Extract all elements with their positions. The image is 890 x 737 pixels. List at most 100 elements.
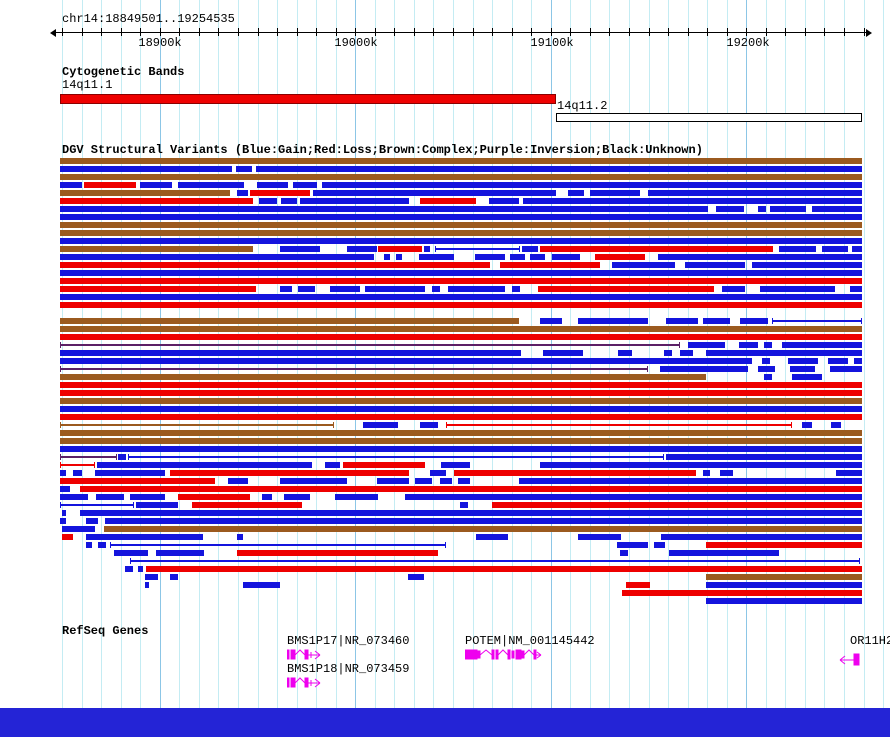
variant-segment[interactable] xyxy=(313,190,556,196)
variant-segment[interactable] xyxy=(62,510,66,516)
variant-segment[interactable] xyxy=(512,286,520,292)
variant-segment[interactable] xyxy=(703,318,730,324)
variant-segment[interactable] xyxy=(706,574,862,580)
variant-segment[interactable] xyxy=(620,550,628,556)
variant-segment[interactable] xyxy=(758,366,775,372)
variant-segment[interactable] xyxy=(510,254,525,260)
variant-segment[interactable] xyxy=(377,478,409,484)
variant-segment[interactable] xyxy=(60,414,862,420)
variant-segment[interactable] xyxy=(60,518,66,524)
variant-segment[interactable] xyxy=(415,478,432,484)
variant-segment[interactable] xyxy=(281,198,297,204)
variant-segment[interactable] xyxy=(740,318,768,324)
variant-segment[interactable] xyxy=(396,254,402,260)
variant-segment[interactable] xyxy=(706,582,862,588)
variant-segment[interactable] xyxy=(73,470,82,476)
variant-segment[interactable] xyxy=(84,182,136,188)
variant-segment[interactable] xyxy=(60,368,648,370)
variant-segment[interactable] xyxy=(60,478,215,484)
variant-segment[interactable] xyxy=(86,542,92,548)
variant-segment[interactable] xyxy=(752,262,862,268)
variant-segment[interactable] xyxy=(60,206,708,212)
variant-segment[interactable] xyxy=(772,320,862,322)
variant-segment[interactable] xyxy=(130,560,860,562)
variant-segment[interactable] xyxy=(114,550,148,556)
variant-segment[interactable] xyxy=(80,486,862,492)
variant-segment[interactable] xyxy=(60,350,521,356)
variant-segment[interactable] xyxy=(660,366,748,372)
variant-segment[interactable] xyxy=(454,470,696,476)
variant-segment[interactable] xyxy=(280,246,320,252)
variant-segment[interactable] xyxy=(60,214,862,220)
variant-segment[interactable] xyxy=(790,366,815,372)
variant-segment[interactable] xyxy=(138,566,143,572)
variant-segment[interactable] xyxy=(617,542,648,548)
variant-segment[interactable] xyxy=(322,182,862,188)
variant-segment[interactable] xyxy=(540,318,562,324)
variant-segment[interactable] xyxy=(666,454,862,460)
variant-segment[interactable] xyxy=(435,248,520,250)
variant-segment[interactable] xyxy=(500,262,600,268)
variant-segment[interactable] xyxy=(60,456,117,458)
variant-segment[interactable] xyxy=(419,254,454,260)
variant-segment[interactable] xyxy=(706,542,862,548)
variant-segment[interactable] xyxy=(156,550,204,556)
variant-segment[interactable] xyxy=(716,206,744,212)
variant-segment[interactable] xyxy=(523,198,862,204)
variant-segment[interactable] xyxy=(378,246,422,252)
variant-segment[interactable] xyxy=(578,318,648,324)
variant-segment[interactable] xyxy=(60,278,862,284)
variant-segment[interactable] xyxy=(228,478,248,484)
variant-segment[interactable] xyxy=(836,470,862,476)
gene-label[interactable]: OR11H2 xyxy=(850,634,890,648)
variant-segment[interactable] xyxy=(60,262,490,268)
variant-segment[interactable] xyxy=(540,246,773,252)
variant-segment[interactable] xyxy=(60,286,256,292)
variant-segment[interactable] xyxy=(262,494,272,500)
variant-segment[interactable] xyxy=(60,382,862,388)
variant-segment[interactable] xyxy=(178,494,250,500)
variant-segment[interactable] xyxy=(236,166,252,172)
variant-segment[interactable] xyxy=(125,566,133,572)
variant-segment[interactable] xyxy=(458,478,470,484)
variant-segment[interactable] xyxy=(420,422,438,428)
variant-segment[interactable] xyxy=(257,182,288,188)
variant-segment[interactable] xyxy=(492,502,862,508)
variant-segment[interactable] xyxy=(812,206,862,212)
variant-segment[interactable] xyxy=(60,446,862,452)
variant-segment[interactable] xyxy=(720,470,733,476)
variant-segment[interactable] xyxy=(110,544,446,546)
variant-segment[interactable] xyxy=(363,422,398,428)
variant-segment[interactable] xyxy=(408,574,424,580)
variant-segment[interactable] xyxy=(475,254,505,260)
variant-segment[interactable] xyxy=(760,286,835,292)
variant-segment[interactable] xyxy=(280,478,347,484)
variant-segment[interactable] xyxy=(243,582,280,588)
variant-segment[interactable] xyxy=(680,350,693,356)
variant-segment[interactable] xyxy=(237,534,243,540)
variant-segment[interactable] xyxy=(140,182,172,188)
variant-segment[interactable] xyxy=(259,198,277,204)
variant-segment[interactable] xyxy=(618,350,632,356)
variant-segment[interactable] xyxy=(669,550,779,556)
variant-segment[interactable] xyxy=(60,326,862,332)
variant-segment[interactable] xyxy=(770,206,806,212)
variant-segment[interactable] xyxy=(706,350,862,356)
variant-segment[interactable] xyxy=(60,494,88,500)
variant-segment[interactable] xyxy=(105,518,862,524)
variant-segment[interactable] xyxy=(128,456,664,458)
gene-glyph[interactable] xyxy=(838,653,862,671)
variant-segment[interactable] xyxy=(347,246,377,252)
variant-segment[interactable] xyxy=(293,182,317,188)
variant-segment[interactable] xyxy=(782,342,862,348)
variant-segment[interactable] xyxy=(850,286,862,292)
variant-segment[interactable] xyxy=(788,358,818,364)
variant-segment[interactable] xyxy=(688,342,725,348)
variant-segment[interactable] xyxy=(62,534,73,540)
variant-segment[interactable] xyxy=(764,374,772,380)
variant-segment[interactable] xyxy=(60,254,374,260)
variant-segment[interactable] xyxy=(300,198,409,204)
variant-segment[interactable] xyxy=(764,342,772,348)
variant-segment[interactable] xyxy=(86,518,98,524)
variant-segment[interactable] xyxy=(280,286,292,292)
